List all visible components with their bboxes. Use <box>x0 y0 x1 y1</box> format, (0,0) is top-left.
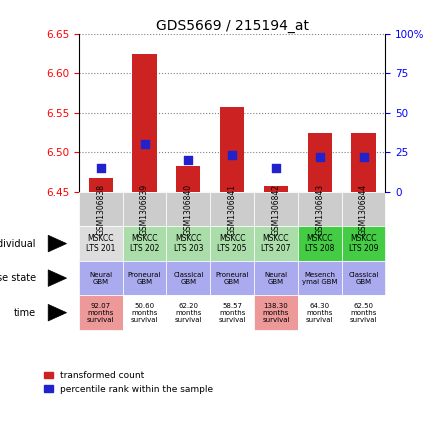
Polygon shape <box>48 235 67 252</box>
Bar <box>220 107 244 192</box>
FancyBboxPatch shape <box>210 261 254 295</box>
Text: 58.57
months
survival: 58.57 months survival <box>219 303 246 323</box>
FancyBboxPatch shape <box>166 295 210 330</box>
Text: GSM1306839: GSM1306839 <box>140 184 149 235</box>
FancyBboxPatch shape <box>342 261 385 295</box>
Text: MSKCC
LTS 207: MSKCC LTS 207 <box>261 234 291 253</box>
Point <box>185 157 192 164</box>
FancyBboxPatch shape <box>79 192 123 226</box>
Text: GSM1306844: GSM1306844 <box>359 184 368 235</box>
Text: Proneural
GBM: Proneural GBM <box>128 272 161 285</box>
FancyBboxPatch shape <box>210 226 254 261</box>
FancyBboxPatch shape <box>210 295 254 330</box>
Text: MSKCC
LTS 208: MSKCC LTS 208 <box>305 234 335 253</box>
FancyBboxPatch shape <box>123 192 166 226</box>
FancyBboxPatch shape <box>254 261 298 295</box>
Text: individual: individual <box>0 239 36 249</box>
Text: 50.60
months
survival: 50.60 months survival <box>131 303 158 323</box>
Point <box>272 165 279 171</box>
FancyBboxPatch shape <box>342 192 385 226</box>
Point <box>360 154 367 160</box>
Text: Classical
GBM: Classical GBM <box>348 272 379 285</box>
FancyBboxPatch shape <box>210 192 254 226</box>
Text: time: time <box>14 308 36 318</box>
FancyBboxPatch shape <box>342 295 385 330</box>
Bar <box>264 186 288 192</box>
FancyBboxPatch shape <box>123 261 166 295</box>
FancyBboxPatch shape <box>166 226 210 261</box>
FancyBboxPatch shape <box>254 295 298 330</box>
Text: disease state: disease state <box>0 273 36 283</box>
Text: MSKCC
LTS 201: MSKCC LTS 201 <box>86 234 116 253</box>
Text: Mesench
ymal GBM: Mesench ymal GBM <box>302 272 338 285</box>
FancyBboxPatch shape <box>166 261 210 295</box>
Polygon shape <box>48 305 67 321</box>
Text: MSKCC
LTS 205: MSKCC LTS 205 <box>217 234 247 253</box>
Text: MSKCC
LTS 203: MSKCC LTS 203 <box>173 234 203 253</box>
Bar <box>176 166 200 192</box>
Bar <box>307 132 332 192</box>
Text: GSM1306842: GSM1306842 <box>272 184 280 234</box>
FancyBboxPatch shape <box>79 295 123 330</box>
Point <box>316 154 323 160</box>
FancyBboxPatch shape <box>79 226 123 261</box>
Text: 62.20
months
survival: 62.20 months survival <box>175 303 202 323</box>
FancyBboxPatch shape <box>298 295 342 330</box>
FancyBboxPatch shape <box>123 295 166 330</box>
Bar <box>132 54 156 192</box>
Point <box>141 141 148 148</box>
FancyBboxPatch shape <box>298 226 342 261</box>
Text: GSM1306840: GSM1306840 <box>184 184 193 235</box>
Text: MSKCC
LTS 209: MSKCC LTS 209 <box>349 234 378 253</box>
FancyBboxPatch shape <box>123 226 166 261</box>
FancyBboxPatch shape <box>298 261 342 295</box>
Polygon shape <box>48 270 67 286</box>
Text: Neural
GBM: Neural GBM <box>89 272 112 285</box>
Legend: transformed count, percentile rank within the sample: transformed count, percentile rank withi… <box>40 368 217 397</box>
Text: 92.07
months
survival: 92.07 months survival <box>87 303 114 323</box>
Bar <box>88 178 113 192</box>
FancyBboxPatch shape <box>342 226 385 261</box>
Title: GDS5669 / 215194_at: GDS5669 / 215194_at <box>155 19 309 33</box>
Point <box>229 152 236 159</box>
Text: MSKCC
LTS 202: MSKCC LTS 202 <box>130 234 159 253</box>
Text: GSM1306841: GSM1306841 <box>228 184 237 234</box>
Text: Proneural
GBM: Proneural GBM <box>215 272 249 285</box>
Text: Neural
GBM: Neural GBM <box>265 272 287 285</box>
Text: Classical
GBM: Classical GBM <box>173 272 204 285</box>
FancyBboxPatch shape <box>254 226 298 261</box>
Text: 62.50
months
survival: 62.50 months survival <box>350 303 377 323</box>
FancyBboxPatch shape <box>79 261 123 295</box>
Point <box>97 165 104 171</box>
FancyBboxPatch shape <box>254 192 298 226</box>
Text: GSM1306843: GSM1306843 <box>315 184 324 235</box>
Text: 64.30
months
survival: 64.30 months survival <box>306 303 333 323</box>
Bar <box>351 132 375 192</box>
FancyBboxPatch shape <box>166 192 210 226</box>
Text: 138.30
months
survival: 138.30 months survival <box>262 303 290 323</box>
FancyBboxPatch shape <box>298 192 342 226</box>
Text: GSM1306838: GSM1306838 <box>96 184 105 234</box>
